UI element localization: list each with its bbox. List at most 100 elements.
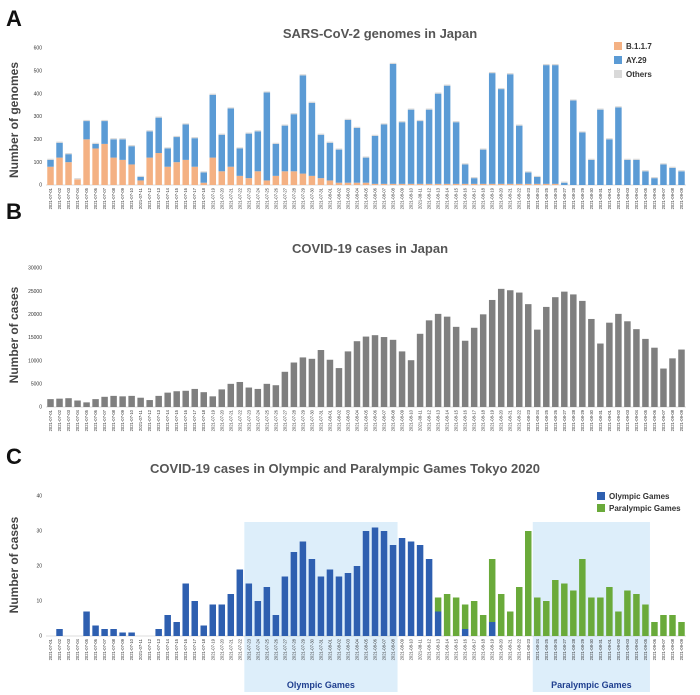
panel-b-bar xyxy=(281,371,289,407)
panel-a-x-tick-label: 2021-08-19 xyxy=(490,187,495,209)
panel-c-bar xyxy=(362,531,370,636)
panel-a-bar xyxy=(119,139,126,160)
panel-a-bar xyxy=(101,121,108,144)
panel-a-bar xyxy=(299,75,307,174)
panel-a-bar xyxy=(245,178,253,185)
panel-c-x-tick-label: 2021-08-09 xyxy=(400,638,405,660)
panel-c-legend: Olympic Games Paralympic Games xyxy=(597,492,681,513)
panel-b-plot: 0 5000 10000 15000 20000 25000 30000 2021-07-01… xyxy=(28,266,685,431)
panel-a-bar xyxy=(191,138,198,167)
panel-c-bar xyxy=(182,583,189,636)
panel-b-x-tick-label: 2021-08-28 xyxy=(571,409,576,431)
panel-a-bar xyxy=(110,138,117,140)
panel-c-bar xyxy=(326,569,334,636)
panel-c-ylabel: Number of cases xyxy=(7,516,21,613)
panel-a-bar xyxy=(470,183,478,185)
panel-b-x-tick-label: 2021-08-06 xyxy=(373,409,378,431)
panel-c-x-tick-label: 2021-08-21 xyxy=(508,638,513,660)
panel-a-x-tick-label: 2021-07-10 xyxy=(129,187,134,209)
panel-c-bar xyxy=(515,587,523,636)
panel-a-bar xyxy=(525,172,532,184)
legend-label-paralympic: Paralympic Games xyxy=(609,504,681,513)
panel-a-bar xyxy=(281,171,289,185)
panel-c: C COVID-19 cases in Olympic and Paralymp… xyxy=(6,444,686,692)
panel-b-x-tick-label: 2021-09-02 xyxy=(616,409,621,431)
panel-b-bar xyxy=(47,399,54,407)
panel-a-x-tick-label: 2021-08-30 xyxy=(589,187,594,209)
panel-c-bar xyxy=(588,597,595,636)
panel-a-bar xyxy=(155,116,162,118)
panel-b-bar xyxy=(624,321,631,407)
panel-c-x-tick-label: 2021-09-03 xyxy=(625,638,630,660)
panel-a-bar xyxy=(660,163,667,165)
panel-b-bar xyxy=(209,396,217,407)
panel-a-bar xyxy=(570,100,577,185)
panel-b-x-tick-label: 2021-08-22 xyxy=(517,409,522,431)
panel-b-y-tick-label: 25000 xyxy=(28,289,42,295)
panel-b-x-tick-label: 2021-07-31 xyxy=(318,409,323,431)
panel-c-bar xyxy=(452,597,460,636)
panel-a-bar xyxy=(534,177,541,184)
panel-c-bar xyxy=(83,611,90,636)
panel-a-bar xyxy=(588,158,595,160)
panel-c-bar xyxy=(227,594,235,636)
panel-a-bar xyxy=(543,65,550,184)
panel-b-bar xyxy=(488,299,496,407)
panel-c-bar xyxy=(290,552,298,636)
panel-b-bar xyxy=(470,327,478,407)
panel-c-bar xyxy=(642,604,649,636)
panel-a-bar xyxy=(497,89,505,184)
panel-b-bar xyxy=(398,351,406,407)
panel-a-bar xyxy=(416,119,424,122)
panel-b-x-tick-label: 2021-09-08 xyxy=(670,409,675,431)
panel-a-bar xyxy=(669,167,676,185)
panel-a-x-tick-label: 2021-07-16 xyxy=(183,187,188,209)
panel-c-bar xyxy=(263,587,271,636)
panel-c-plot: 0 10 20 30 40 2021-07-01 2021-07-02 2021-07-03 2… xyxy=(36,494,685,660)
panel-a-bar xyxy=(92,143,99,149)
panel-b-x-tick-label: 2021-07-10 xyxy=(129,409,134,431)
panel-c-bar xyxy=(416,545,424,636)
legend-swatch-paralympic xyxy=(597,504,605,512)
panel-a-bar xyxy=(47,166,54,185)
panel-c-x-tick-label: 2021-08-17 xyxy=(472,638,477,660)
panel-b-bar xyxy=(110,395,117,407)
panel-b-x-tick-label: 2021-08-30 xyxy=(589,409,594,431)
panel-b-x-tick-label: 2021-07-01 xyxy=(48,409,53,431)
panel-a-x-tick-label: 2021-07-01 xyxy=(48,187,53,209)
panel-a-bar xyxy=(434,92,442,94)
panel-a-bar xyxy=(65,153,72,155)
panel-c-bar xyxy=(119,632,126,636)
panel-b-x-tick-label: 2021-07-20 xyxy=(219,409,224,431)
panel-a-bar xyxy=(678,171,685,185)
panel-c-bar xyxy=(398,538,406,636)
panel-a-x-tick-label: 2021-08-12 xyxy=(427,187,432,209)
panel-c-x-tick-label: 2021-08-19 xyxy=(490,638,495,660)
panel-b-x-tick-label: 2021-07-03 xyxy=(66,409,71,431)
panel-a-bar xyxy=(344,119,352,183)
panel-b-x-tick-label: 2021-07-11 xyxy=(138,409,143,431)
panel-c-bar xyxy=(173,622,180,636)
panel-a-x-tick-label: 2021-09-09 xyxy=(679,187,684,209)
panel-b-x-tick-label: 2021-07-09 xyxy=(120,409,125,431)
panel-a-x-tick-label: 2021-08-28 xyxy=(571,187,576,209)
panel-b-x-tick-label: 2021-08-12 xyxy=(427,409,432,431)
panel-b-x-tick-label: 2021-08-27 xyxy=(562,409,567,431)
panel-c-bar xyxy=(272,615,280,636)
panel-a-bar xyxy=(200,172,207,183)
panel-c-x-tick-label: 2021-07-26 xyxy=(273,638,278,660)
panel-a-bar xyxy=(651,177,658,179)
panel-c-bar xyxy=(488,559,496,622)
panel-a-bar xyxy=(218,133,226,135)
panel-b-bar xyxy=(245,387,253,407)
panel-c-bar xyxy=(209,604,217,636)
panel-a-x-tick-label: 2021-09-08 xyxy=(670,187,675,209)
panel-a-bar xyxy=(380,124,388,184)
panel-c-x-tick-label: 2021-09-08 xyxy=(670,638,675,660)
panel-b-bar xyxy=(416,333,424,407)
panel-b-bar xyxy=(335,368,343,407)
panel-c-bar xyxy=(525,531,532,636)
panel-b-x-tick-label: 2021-08-07 xyxy=(382,409,387,431)
panel-a-bar xyxy=(543,63,550,66)
panel-a-bar xyxy=(389,183,397,185)
